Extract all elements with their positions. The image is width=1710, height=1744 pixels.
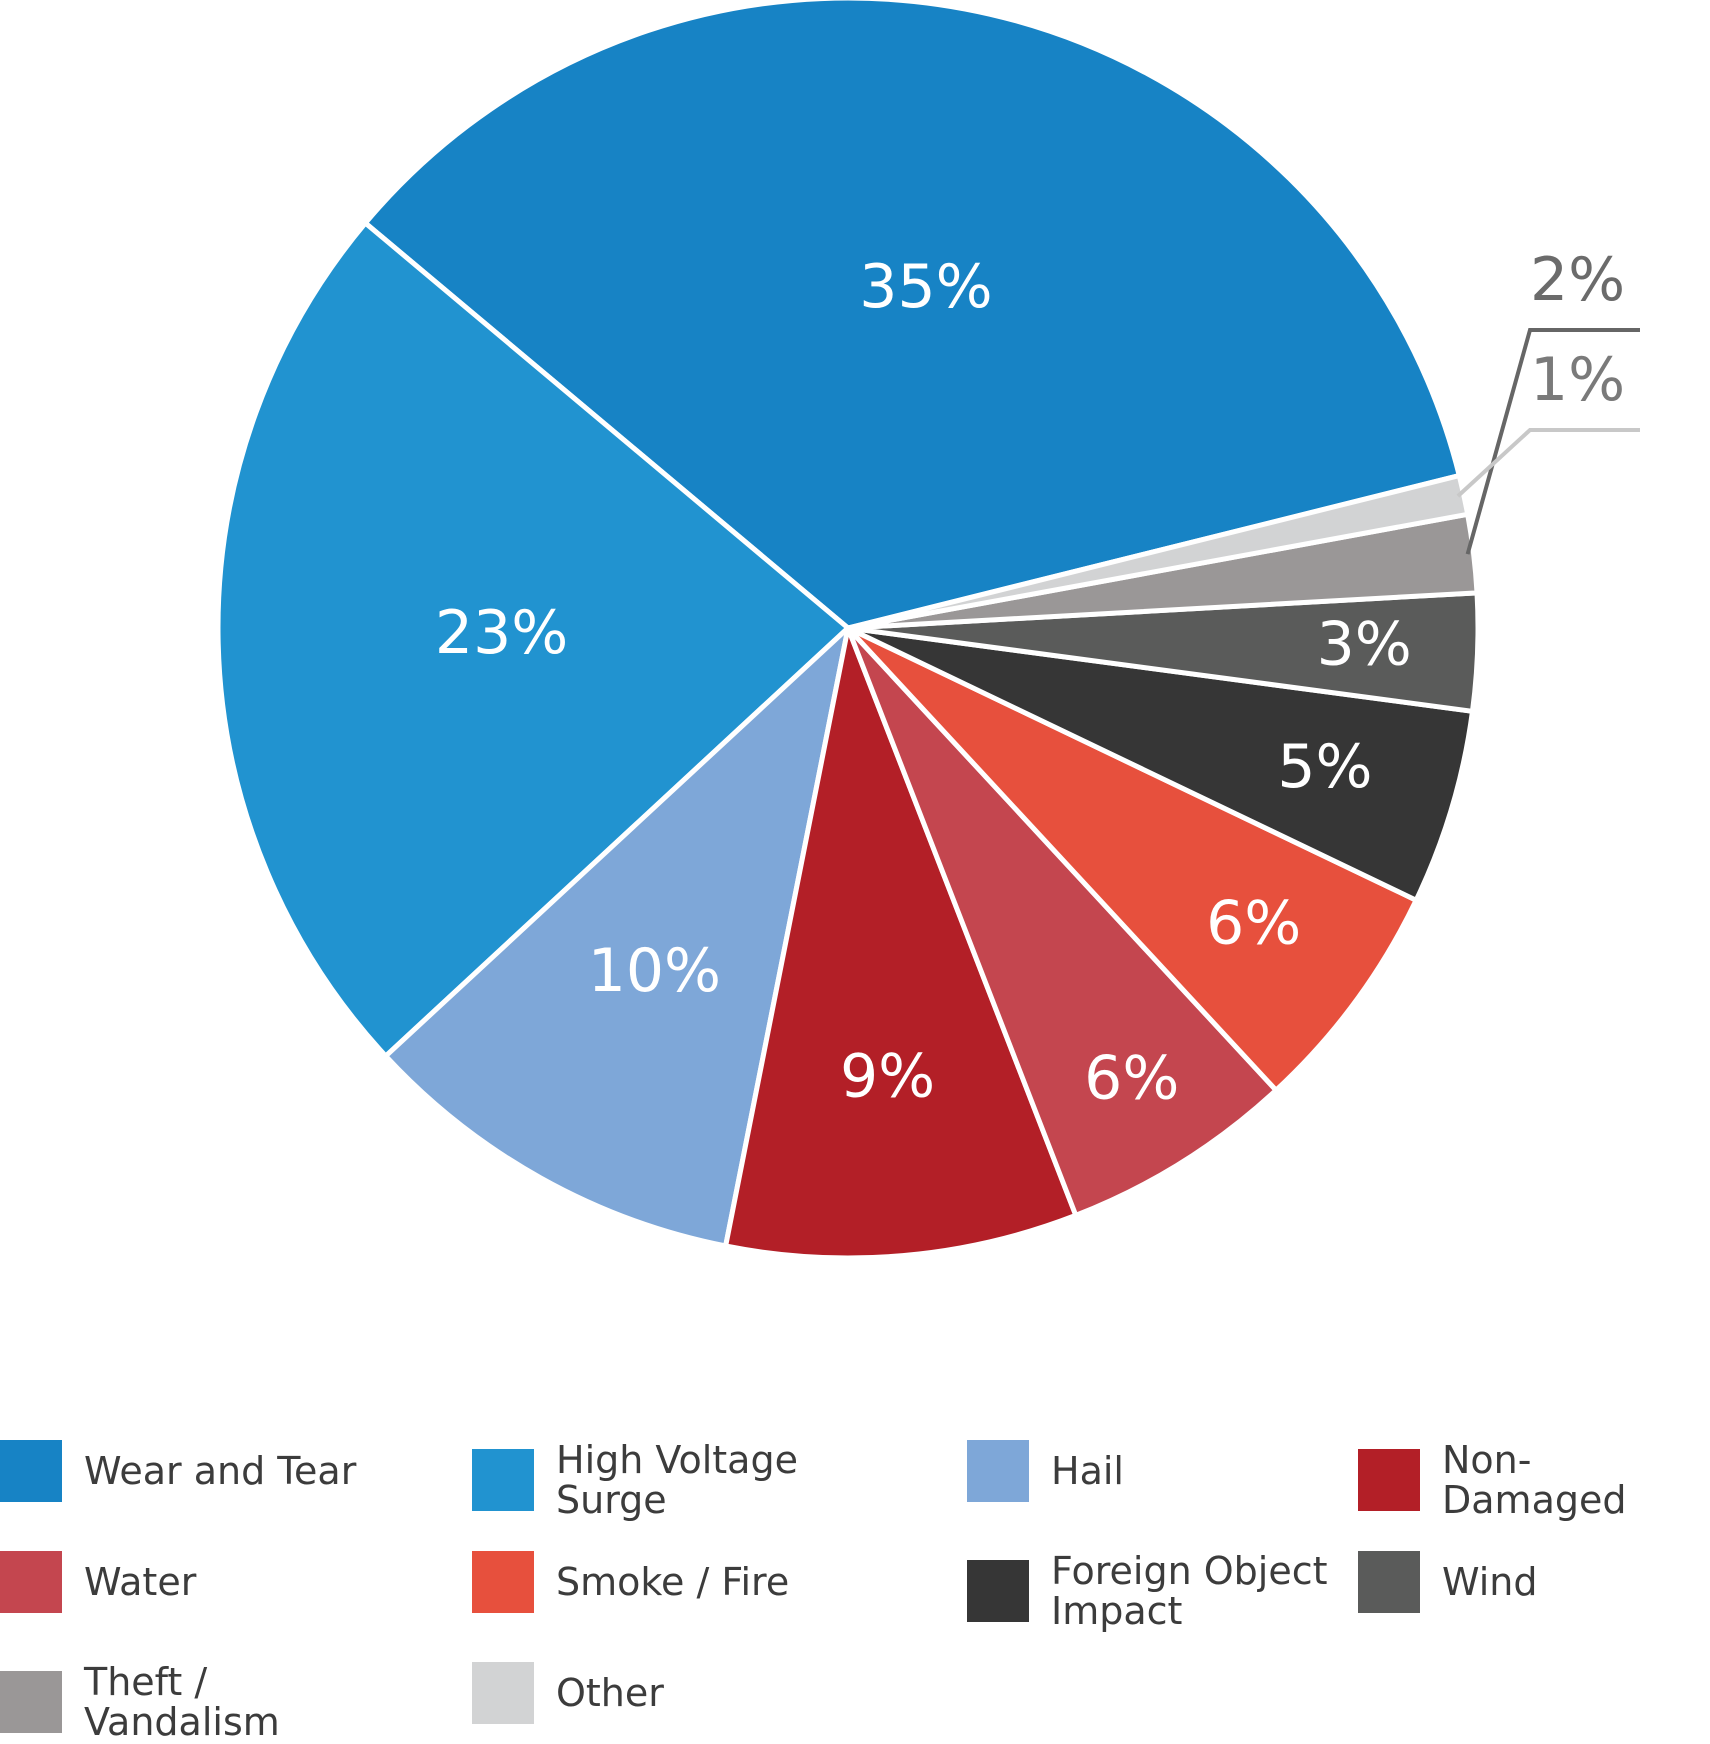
leader-lines [1456, 328, 1640, 555]
legend: Wear and Tear High Voltage Surge Hail Non-D… [0, 1440, 1710, 1742]
slice-labels: 35% 23% 10% 9% 6% 6% 5% 3% 2% 1% [435, 245, 1625, 1114]
slice-label-wind: 3% [1317, 609, 1412, 679]
legend-swatch [0, 1671, 62, 1733]
legend-item-high-voltage-surge: High Voltage Surge [472, 1440, 856, 1520]
leader-line-other [1456, 428, 1640, 498]
legend-swatch [967, 1440, 1029, 1502]
legend-swatch [1358, 1551, 1420, 1613]
legend-label: Foreign Object Impact [1051, 1549, 1328, 1633]
legend-swatch [0, 1551, 62, 1613]
legend-item-smoke-fire: Smoke / Fire [472, 1551, 789, 1613]
leader-line-theft-vandalism [1465, 328, 1640, 555]
legend-item-water: Water [0, 1551, 196, 1613]
pie-slices [215, 0, 1481, 1261]
legend-swatch [967, 1560, 1029, 1622]
slice-label-water: 6% [1084, 1044, 1179, 1114]
pie-slice-hail [383, 625, 851, 1249]
pie-slice-smoke-fire [845, 625, 1419, 1093]
slice-label-theft-vandalism: 2% [1530, 245, 1625, 315]
legend-label: Non-Damaged [1442, 1438, 1627, 1522]
legend-swatch [1358, 1449, 1420, 1511]
legend-item-non-damaged: Non-Damaged [1358, 1440, 1710, 1520]
pie-slice-water [845, 625, 1279, 1218]
legend-item-wear-and-tear: Wear and Tear [0, 1440, 356, 1502]
legend-label: Theft / Vandalism [84, 1660, 280, 1744]
legend-label: High Voltage Surge [556, 1438, 798, 1522]
legend-label: Smoke / Fire [556, 1560, 790, 1604]
legend-swatch [472, 1551, 534, 1613]
legend-swatch [472, 1449, 534, 1511]
legend-swatch [0, 1440, 62, 1502]
legend-item-wind: Wind [1358, 1551, 1538, 1613]
legend-label: Other [556, 1671, 664, 1715]
legend-item-hail: Hail [967, 1440, 1124, 1502]
legend-label: Hail [1051, 1449, 1124, 1493]
pie-slice-non-damaged [723, 625, 1079, 1261]
pie-slice-wear-and-tear [362, 0, 1462, 631]
legend-item-other: Other [472, 1662, 664, 1724]
slice-label-wear-and-tear: 35% [859, 252, 992, 322]
legend-swatch [472, 1662, 534, 1724]
legend-label: Water [84, 1560, 197, 1604]
slice-label-non-damaged: 9% [840, 1041, 935, 1111]
pie-slice-high-voltage-surge [215, 220, 851, 1059]
pie-slice-foreign-object-impact [845, 625, 1475, 903]
legend-item-theft-vandalism: Theft / Vandalism [0, 1662, 384, 1742]
legend-label: Wind [1442, 1560, 1538, 1604]
slice-label-other: 1% [1530, 345, 1625, 415]
slice-label-high-voltage-surge: 23% [435, 598, 568, 668]
slice-label-foreign-object-impact: 5% [1277, 732, 1372, 802]
legend-item-foreign-object-impact: Foreign Object Impact [967, 1551, 1331, 1631]
slice-label-hail: 10% [588, 936, 721, 1006]
slice-label-smoke-fire: 6% [1206, 889, 1301, 959]
pie-slice-other [845, 473, 1471, 631]
legend-label: Wear and Tear [84, 1449, 357, 1493]
pie-chart: 35% 23% 10% 9% 6% 6% 5% 3% 2% 1% [215, 0, 1640, 1261]
